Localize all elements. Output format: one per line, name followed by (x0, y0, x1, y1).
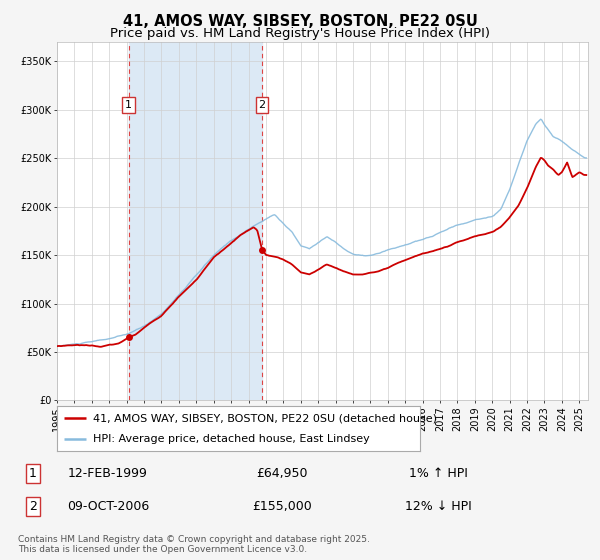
Text: HPI: Average price, detached house, East Lindsey: HPI: Average price, detached house, East… (94, 433, 370, 444)
Text: 1: 1 (29, 466, 37, 480)
Text: 12% ↓ HPI: 12% ↓ HPI (404, 500, 472, 514)
Text: 41, AMOS WAY, SIBSEY, BOSTON, PE22 0SU: 41, AMOS WAY, SIBSEY, BOSTON, PE22 0SU (122, 14, 478, 29)
Text: £155,000: £155,000 (252, 500, 312, 514)
Text: Price paid vs. HM Land Registry's House Price Index (HPI): Price paid vs. HM Land Registry's House … (110, 27, 490, 40)
Text: 09-OCT-2006: 09-OCT-2006 (67, 500, 149, 514)
Text: 1: 1 (125, 100, 132, 110)
Text: 41, AMOS WAY, SIBSEY, BOSTON, PE22 0SU (detached house): 41, AMOS WAY, SIBSEY, BOSTON, PE22 0SU (… (94, 413, 437, 423)
Text: £64,950: £64,950 (256, 466, 308, 480)
Bar (129, 42, 262, 400)
Text: 12-FEB-1999: 12-FEB-1999 (68, 466, 148, 480)
Text: 1% ↑ HPI: 1% ↑ HPI (409, 466, 467, 480)
Text: Contains HM Land Registry data © Crown copyright and database right 2025.
This d: Contains HM Land Registry data © Crown c… (18, 535, 370, 554)
Text: 2: 2 (29, 500, 37, 514)
Text: 2: 2 (259, 100, 266, 110)
